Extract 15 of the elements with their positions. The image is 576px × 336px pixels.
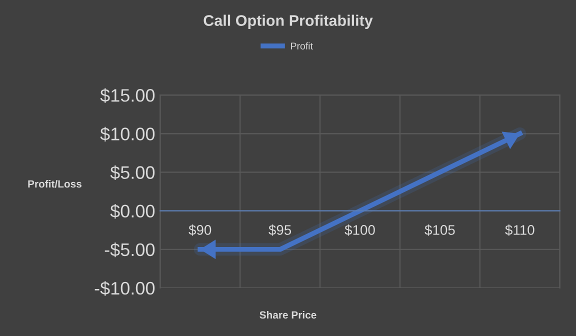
chart-title: Call Option Profitability [204,14,373,29]
y-tick-label: -$10.00 [94,281,155,296]
y-tick-label: $10.00 [100,126,155,142]
y-tick-label: $5.00 [110,165,155,180]
y-tick-label: $15.00 [100,88,155,103]
x-tick-label: $105 [424,224,455,236]
y-axis-title: Profit/Loss [28,180,82,188]
x-tick-label: $110 [505,224,534,236]
x-tick-label: $90 [188,224,212,236]
y-tick-label: -$5.00 [104,242,155,258]
x-tick-label: $95 [268,224,292,236]
y-tick-label: $0.00 [110,204,155,219]
x-tick-label: $100 [344,224,375,236]
legend-label: Profit [291,42,313,50]
x-axis-title: Share Price [260,310,316,319]
